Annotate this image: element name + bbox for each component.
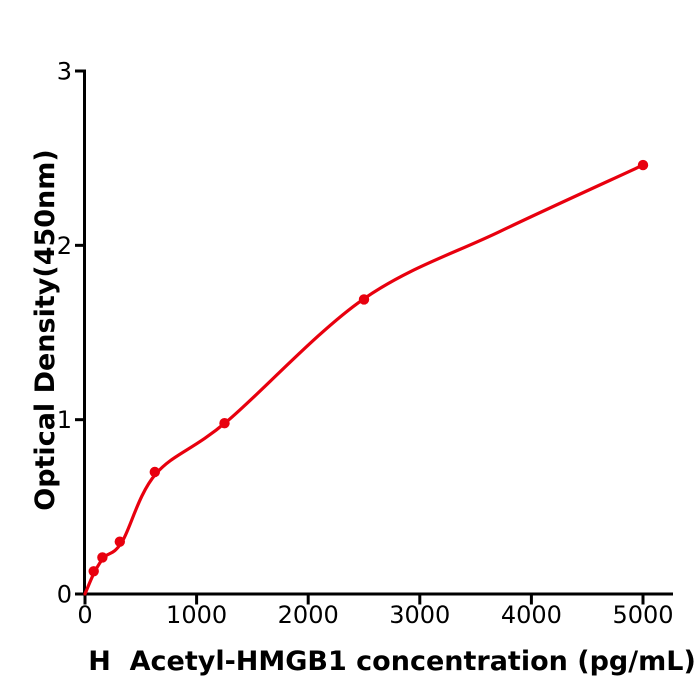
x-tick-label: 2000: [278, 601, 339, 629]
x-axis-title: H Acetyl-HMGB1 concentration (pg/mL): [88, 646, 696, 677]
fit-curve-line: [83, 163, 645, 596]
x-tick-label: 0: [77, 601, 92, 629]
x-tick-label: 5000: [612, 601, 673, 629]
data-point: [637, 159, 649, 171]
x-tick-label: 1000: [166, 601, 227, 629]
data-point: [114, 536, 126, 547]
data-point: [97, 552, 108, 563]
y-tick-label: 0: [57, 581, 72, 609]
x-tick-label: 4000: [501, 601, 562, 629]
y-tick-label: 1: [57, 406, 72, 434]
y-tick-label: 2: [57, 232, 72, 260]
data-point: [219, 418, 230, 429]
x-tick-label: 3000: [389, 601, 450, 629]
data-point: [149, 466, 160, 478]
data-point: [358, 294, 370, 305]
y-tick-label: 3: [57, 58, 72, 86]
y-axis-title: Optical Density(450nm): [30, 149, 62, 511]
data-point: [88, 566, 99, 577]
